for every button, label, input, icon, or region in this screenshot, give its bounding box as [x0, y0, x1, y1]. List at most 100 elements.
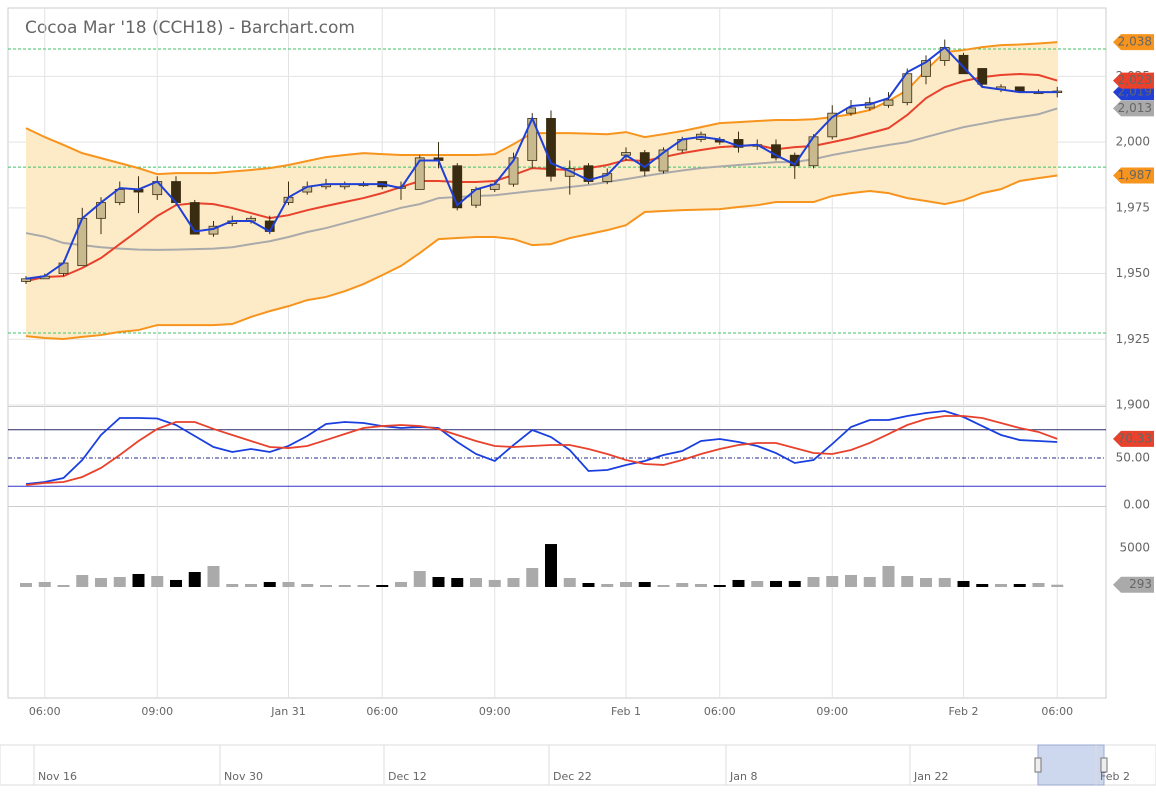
x-tick-label: 06:00	[366, 705, 398, 718]
navigator-handle[interactable]	[1034, 757, 1042, 773]
value-label: 1,987	[1118, 168, 1152, 182]
volume-bar	[807, 577, 820, 587]
value-label: 2,023	[1118, 73, 1152, 87]
volume-bar	[563, 578, 576, 587]
y-tick-label: 1,925	[1116, 332, 1150, 346]
volume-bar	[995, 583, 1007, 587]
candle-body	[546, 118, 556, 177]
chart-title: Cocoa Mar '18 (CCH18) - Barchart.com	[25, 18, 355, 38]
volume-bar	[451, 578, 464, 587]
y-tick-label: 1,900	[1116, 398, 1150, 412]
value-label-box	[1113, 430, 1154, 447]
candle-body	[639, 152, 650, 172]
candle-body	[414, 157, 425, 190]
stochastic-line	[25, 415, 1058, 486]
volume-bar	[545, 544, 557, 587]
x-tick-label: Jan 31	[270, 705, 305, 718]
middle-band	[25, 107, 1058, 251]
value-label-box	[1113, 100, 1154, 117]
volume-bar	[245, 583, 257, 587]
x-tick-label: 09:00	[816, 705, 848, 718]
navigator-label: Dec 22	[553, 770, 592, 783]
candle-body	[789, 154, 800, 167]
value-label-box	[1113, 34, 1154, 51]
navigator[interactable]	[0, 744, 1156, 786]
volume-bar	[95, 578, 107, 587]
navigator-label: Nov 30	[224, 770, 263, 783]
volume-bar	[132, 573, 145, 587]
volume-bar	[76, 574, 89, 587]
volume-bar	[263, 582, 276, 587]
volume-bar	[357, 585, 370, 587]
value-label: 293	[1129, 577, 1152, 591]
lower-band	[25, 174, 1058, 341]
y-tick-label: 1,975	[1116, 200, 1150, 214]
volume-bar	[488, 579, 501, 587]
x-tick-label: Feb 2	[949, 705, 979, 718]
volume-bar	[1013, 583, 1026, 587]
volume-bar	[751, 580, 764, 587]
volume-bar	[863, 577, 876, 587]
x-tick-label: Feb 1	[611, 705, 641, 718]
volume-bar	[57, 585, 70, 587]
volume-bar	[151, 575, 164, 587]
value-label-box	[1113, 576, 1154, 593]
stochastic-line	[25, 410, 1058, 485]
value-label-box	[1113, 72, 1154, 89]
value-label-box	[1113, 167, 1154, 184]
y-tick-label: 5000	[1119, 540, 1150, 554]
navigator-label: Nov 16	[38, 770, 77, 783]
volume-bar	[395, 582, 407, 587]
y-tick-label: 1,950	[1116, 266, 1150, 280]
volume-bar	[770, 580, 782, 587]
value-label: 2,038	[1118, 35, 1152, 49]
volume-bar	[601, 583, 614, 587]
candle-body	[846, 107, 856, 114]
price-line	[25, 46, 1058, 280]
volume-bar	[826, 575, 839, 587]
volume-bar	[432, 577, 445, 587]
candle-body	[883, 99, 894, 106]
volume-bar	[788, 580, 801, 587]
volume-bar	[282, 582, 295, 587]
x-tick-label: 06:00	[1041, 705, 1073, 718]
volume-bar	[976, 583, 989, 587]
volume-bar	[901, 575, 914, 587]
volume-bar	[920, 578, 932, 587]
volume-bar	[38, 582, 51, 587]
volume-bar	[1032, 583, 1045, 587]
candle-body	[771, 144, 781, 159]
x-tick-label: 06:00	[29, 705, 61, 718]
volume-bar	[526, 568, 539, 587]
volume-bar	[938, 578, 951, 587]
y-tick-label: 0.00	[1123, 498, 1150, 512]
volume-bar	[732, 579, 745, 587]
volume-bar	[695, 583, 707, 587]
candle-body	[114, 189, 125, 203]
volume-bar	[1051, 584, 1064, 587]
volume-bar	[188, 572, 201, 587]
y-tick-label: 2,000	[1116, 135, 1150, 149]
volume-bar	[676, 583, 689, 587]
volume-bar	[20, 583, 32, 587]
candle-body	[827, 112, 838, 138]
volume-bar	[301, 583, 314, 587]
volume-bar	[713, 585, 726, 587]
volume-bar	[207, 565, 220, 587]
candle-body	[508, 157, 519, 185]
navigator-handle[interactable]	[1100, 757, 1108, 773]
volume-bar	[657, 585, 670, 587]
volume-bar	[882, 565, 895, 587]
candle-body	[189, 202, 200, 235]
candle-body	[921, 60, 931, 77]
volume-bar	[957, 580, 970, 587]
candle-body	[958, 54, 969, 75]
x-tick-label: 09:00	[479, 705, 511, 718]
volume-bar	[338, 585, 351, 587]
volume-bar	[113, 577, 126, 587]
navigator-label: Jan 8	[729, 770, 757, 783]
candle-body	[583, 165, 594, 182]
navigator-selection[interactable]	[1037, 744, 1105, 786]
volume-bar	[507, 578, 520, 587]
volume-bar	[320, 585, 332, 587]
